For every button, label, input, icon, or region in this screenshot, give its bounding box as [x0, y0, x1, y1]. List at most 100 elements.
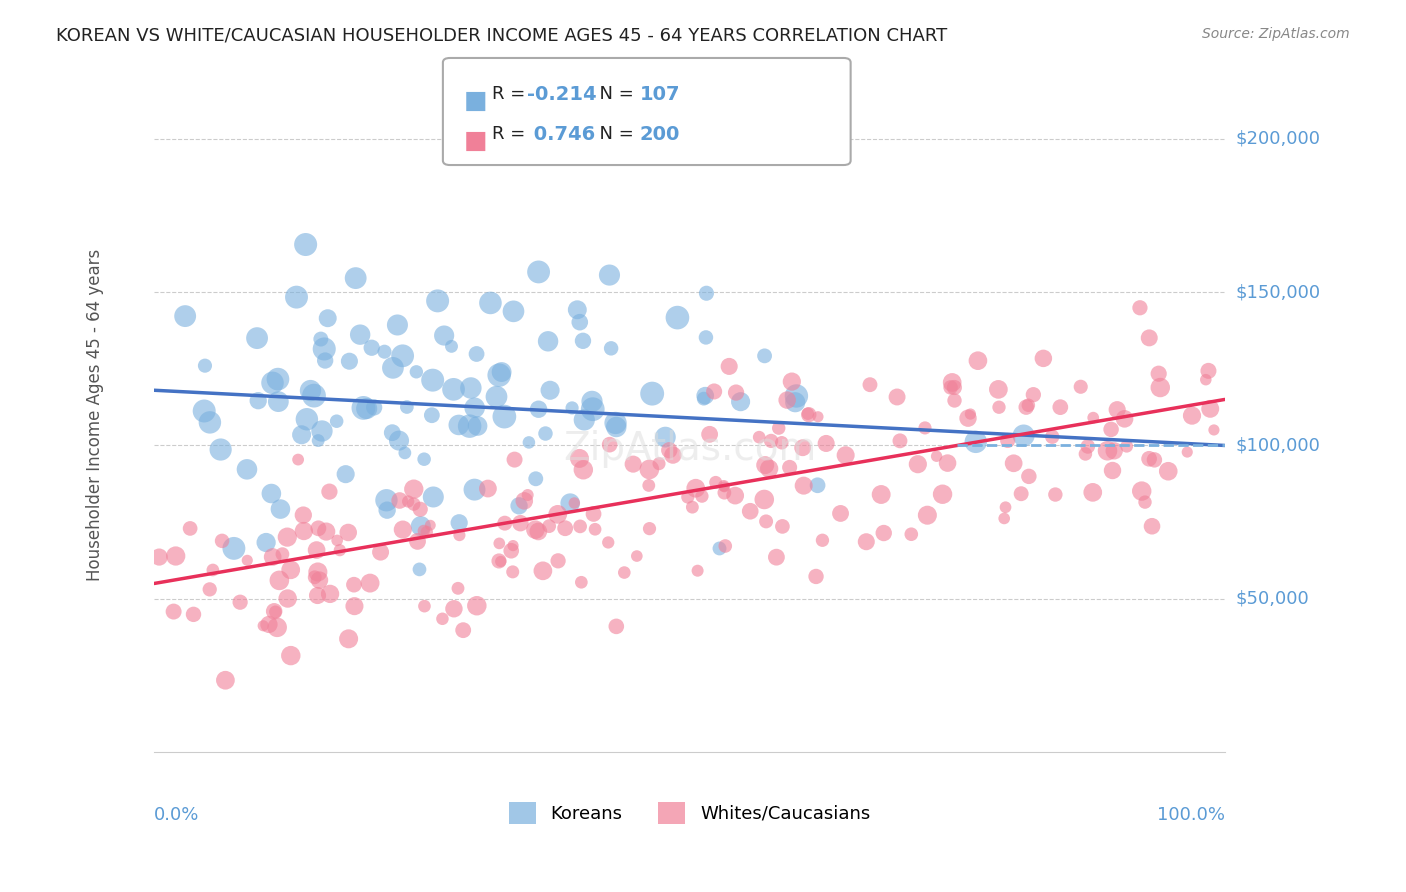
Point	[568, 451, 591, 466]
Point	[605, 619, 627, 633]
Point	[873, 526, 896, 541]
Point	[309, 332, 332, 346]
Point	[740, 504, 762, 518]
Point	[1140, 519, 1163, 533]
Point	[1130, 484, 1153, 499]
Point	[531, 564, 554, 578]
Point	[554, 521, 576, 535]
Point	[534, 426, 557, 441]
Point	[236, 462, 259, 476]
Point	[257, 617, 280, 632]
Point	[363, 401, 385, 415]
Point	[447, 582, 470, 596]
Point	[264, 605, 287, 619]
Point	[780, 375, 803, 389]
Point	[352, 401, 374, 415]
Point	[599, 437, 621, 451]
Text: ZipAtlas.com: ZipAtlas.com	[562, 430, 815, 467]
Point	[907, 457, 929, 471]
Point	[489, 554, 512, 568]
Point	[1018, 469, 1040, 483]
Point	[464, 401, 486, 415]
Point	[988, 401, 1011, 415]
Point	[285, 290, 308, 304]
Point	[316, 311, 339, 326]
Point	[426, 293, 449, 308]
Point	[598, 535, 620, 549]
Point	[582, 402, 605, 417]
Point	[292, 524, 315, 538]
Point	[458, 419, 481, 434]
Point	[359, 576, 381, 591]
Point	[501, 543, 523, 558]
Point	[792, 441, 814, 455]
Point	[993, 511, 1015, 525]
Point	[811, 533, 834, 548]
Point	[560, 496, 582, 510]
Text: N =: N =	[588, 85, 640, 103]
Point	[613, 566, 636, 580]
Point	[488, 368, 510, 383]
Text: $200,000: $200,000	[1236, 129, 1320, 148]
Point	[413, 452, 436, 467]
Point	[793, 478, 815, 492]
Point	[307, 521, 329, 535]
Point	[956, 411, 979, 425]
Point	[318, 484, 340, 499]
Point	[304, 570, 326, 584]
Point	[569, 575, 592, 590]
Point	[394, 446, 416, 460]
Point	[574, 413, 596, 427]
Point	[997, 434, 1019, 448]
Point	[583, 522, 606, 536]
Point	[271, 547, 294, 561]
Point	[193, 404, 215, 418]
Point	[561, 401, 583, 415]
Point	[581, 394, 603, 409]
Point	[855, 534, 877, 549]
Point	[267, 372, 290, 386]
Point	[776, 393, 799, 408]
Point	[479, 296, 502, 310]
Point	[269, 574, 291, 588]
Point	[194, 359, 217, 373]
Point	[162, 605, 184, 619]
Point	[834, 448, 856, 462]
Point	[246, 331, 269, 345]
Point	[337, 632, 360, 646]
Point	[460, 381, 482, 395]
Point	[494, 516, 516, 531]
Point	[516, 488, 538, 502]
Point	[695, 330, 717, 344]
Point	[329, 543, 352, 558]
Point	[724, 489, 747, 503]
Point	[768, 421, 790, 435]
Point	[370, 545, 392, 559]
Point	[402, 497, 425, 511]
Point	[447, 417, 470, 432]
Point	[295, 412, 318, 426]
Point	[889, 434, 911, 448]
Point	[406, 534, 429, 549]
Text: N =: N =	[588, 125, 640, 143]
Point	[797, 407, 820, 421]
Point	[148, 550, 170, 565]
Point	[305, 543, 328, 558]
Text: ■: ■	[464, 129, 488, 153]
Point	[1040, 430, 1063, 444]
Text: 0.0%: 0.0%	[155, 806, 200, 824]
Point	[748, 430, 770, 444]
Point	[503, 452, 526, 467]
Point	[349, 327, 371, 342]
Point	[1137, 331, 1160, 345]
Point	[917, 508, 939, 523]
Point	[547, 508, 569, 522]
Point	[538, 519, 561, 533]
Point	[314, 353, 336, 368]
Point	[718, 359, 741, 374]
Text: $100,000: $100,000	[1236, 436, 1320, 454]
Text: Householder Income Ages 45 - 64 years: Householder Income Ages 45 - 64 years	[86, 249, 104, 581]
Point	[987, 383, 1010, 397]
Point	[714, 539, 737, 553]
Point	[260, 486, 283, 500]
